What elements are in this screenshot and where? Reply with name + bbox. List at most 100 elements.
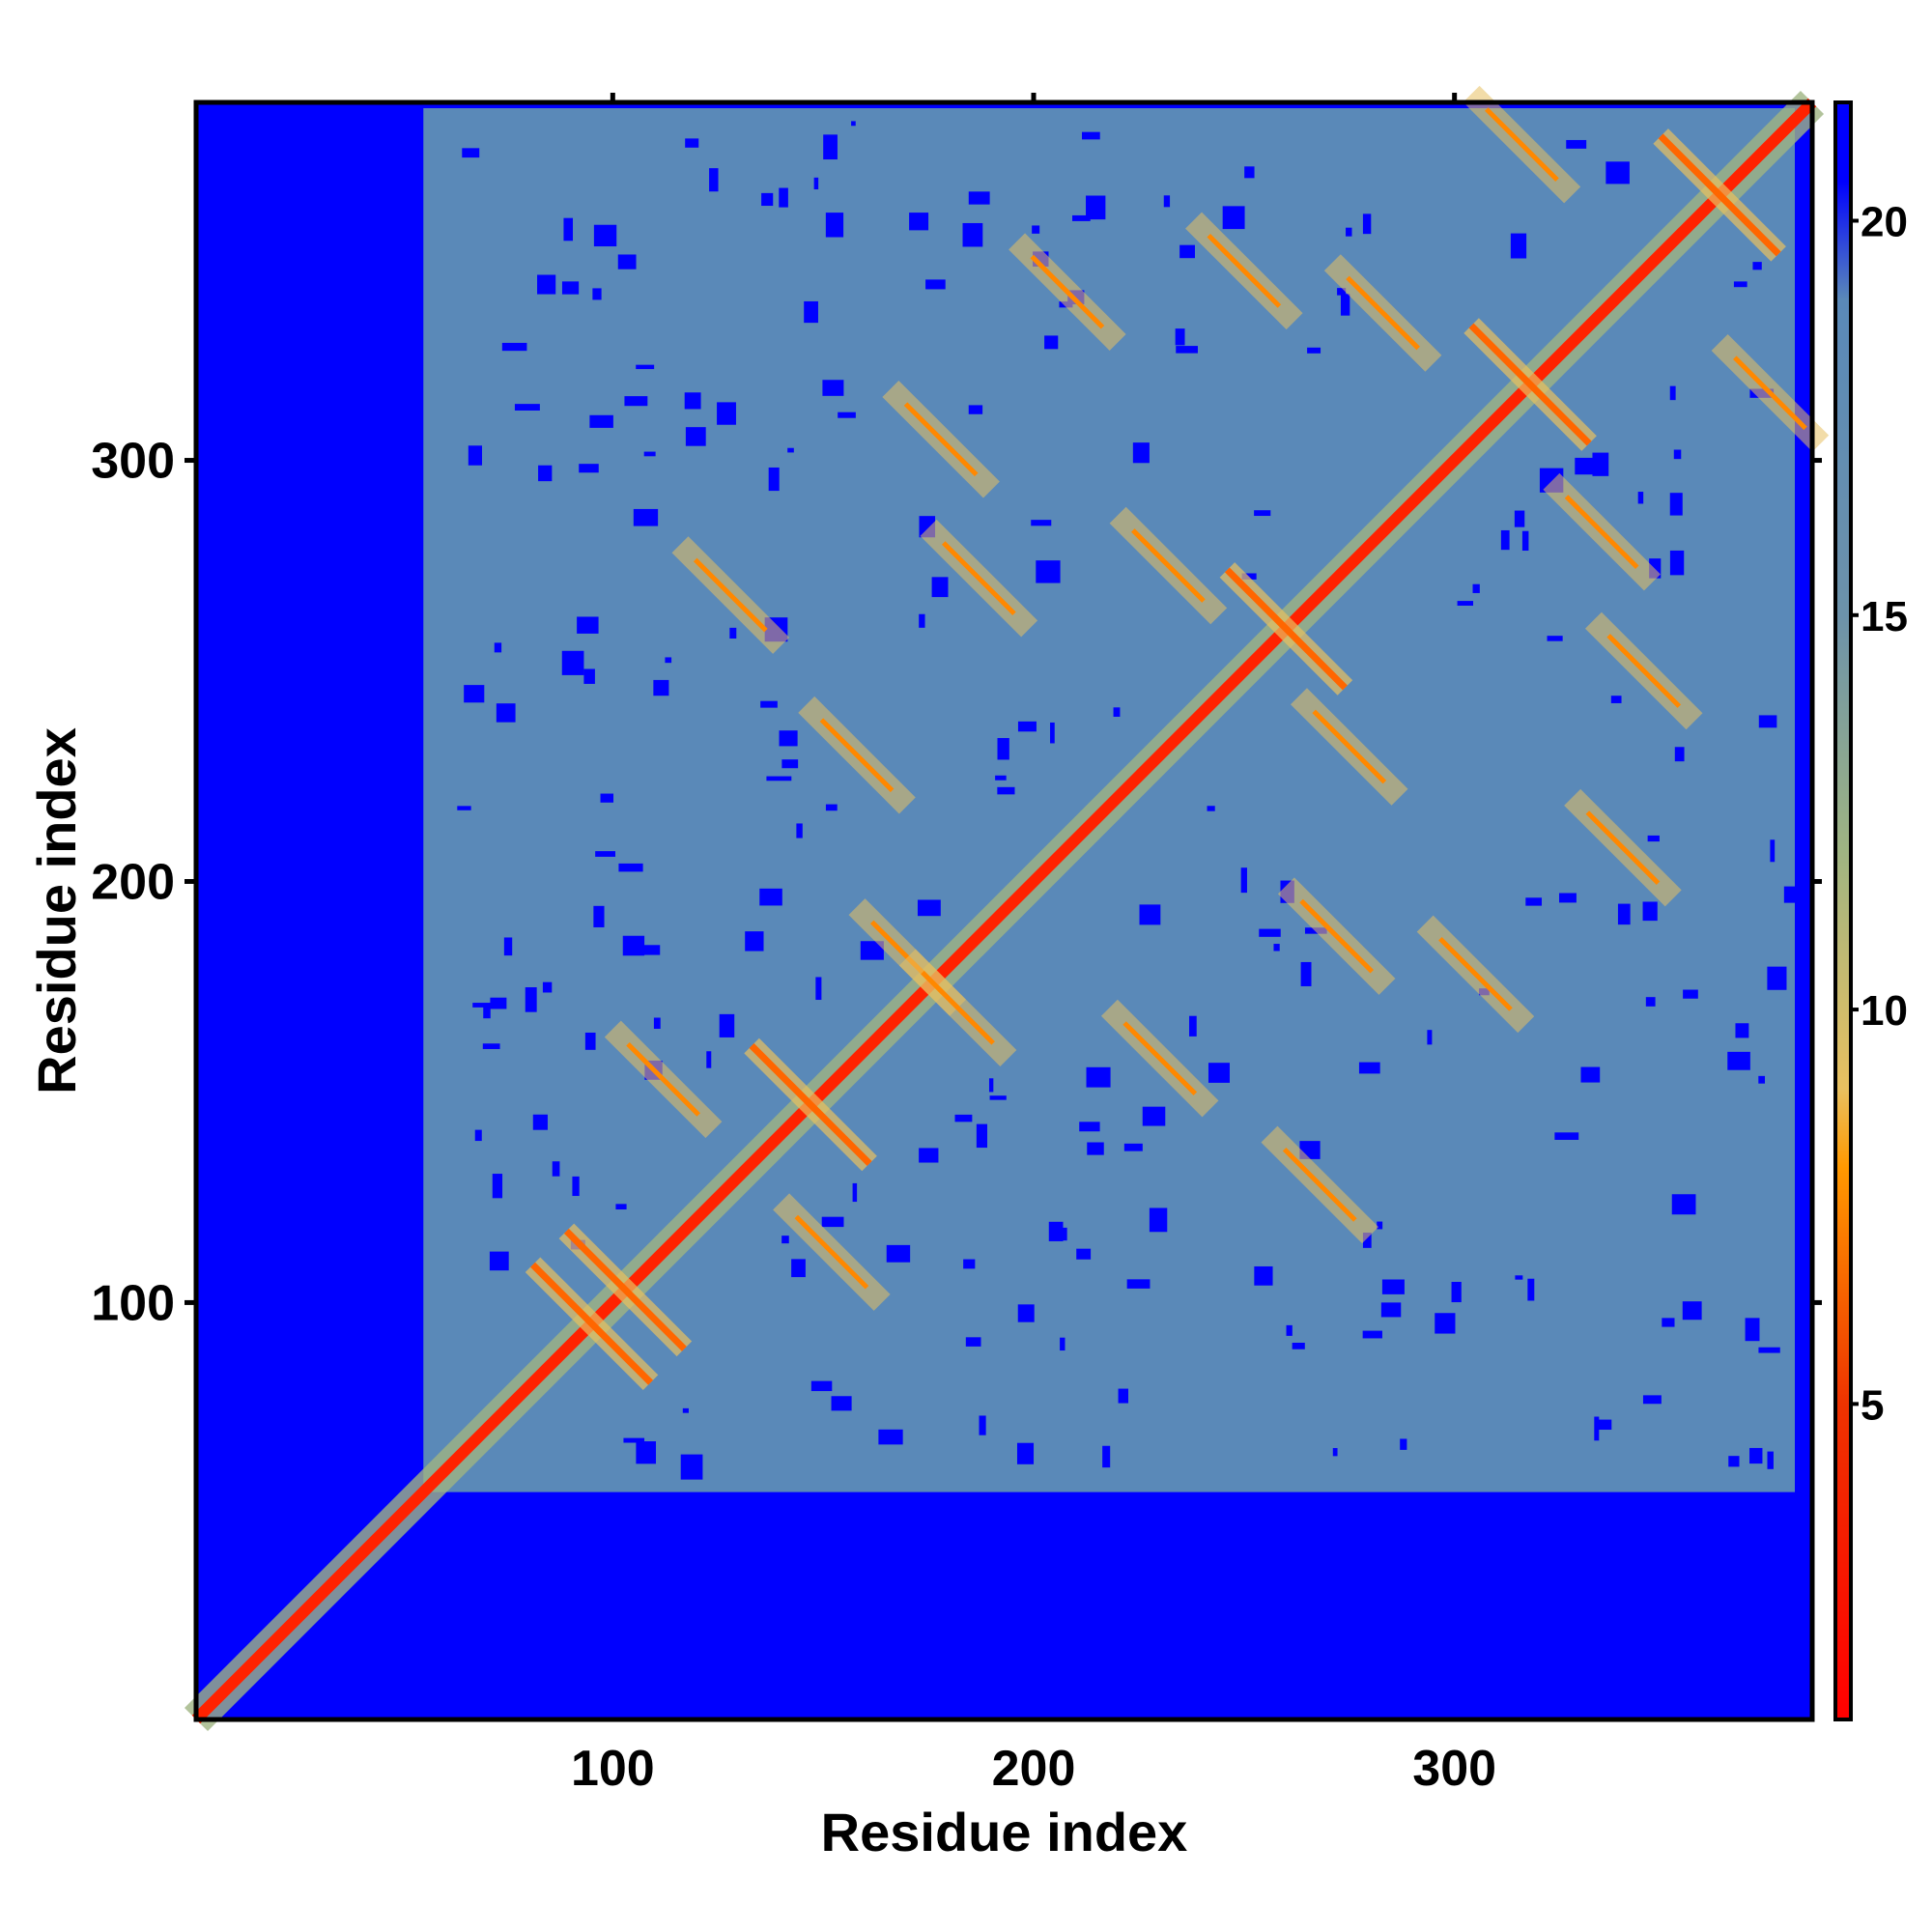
heatmap-cell: [1076, 1248, 1092, 1260]
heatmap-cell: [503, 937, 513, 956]
heatmap-cell: [919, 1148, 939, 1163]
y-axis-title: Residue index: [26, 727, 87, 1094]
colorbar-tick-label: 5: [1861, 1381, 1884, 1429]
heatmap-cell: [779, 187, 788, 208]
heatmap-cell: [709, 168, 719, 192]
heatmap-cell: [1617, 903, 1631, 925]
heatmap-cell: [1254, 1265, 1273, 1286]
contact-line: [1282, 1147, 1357, 1222]
heatmap-cell: [532, 1114, 548, 1130]
heatmap-cell: [1427, 1030, 1433, 1045]
heatmap-cell: [1032, 225, 1040, 234]
heatmap-cell: [1189, 1015, 1197, 1037]
colorbar-ticks: 5 10 15 20: [1851, 198, 1908, 1429]
heatmap-cell: [623, 1437, 645, 1443]
heatmap-cell: [525, 987, 537, 1012]
heatmap-cell: [1259, 928, 1281, 937]
y-tick-label: 300: [91, 434, 175, 490]
heatmap-cell: [1244, 166, 1255, 179]
heatmap-cell: [617, 254, 637, 270]
heatmap-cell: [787, 447, 794, 453]
heatmap-cell: [729, 627, 737, 639]
heatmap-cell: [1674, 747, 1685, 762]
heatmap-cell: [1435, 1313, 1456, 1334]
heatmap-cell: [719, 1013, 735, 1037]
heatmap-cell: [1017, 721, 1037, 732]
heatmap-cell: [1752, 262, 1762, 270]
heatmap-cell: [482, 1043, 500, 1049]
heatmap-cell: [1758, 1075, 1766, 1084]
heatmap-cell: [954, 1114, 973, 1122]
y-tick-label: 200: [91, 854, 175, 910]
contact-line: [1122, 1021, 1198, 1095]
heatmap-cell: [1610, 696, 1622, 703]
heatmap-cell: [1642, 901, 1658, 922]
heatmap-cell: [745, 931, 764, 952]
contact-line: [794, 1214, 869, 1290]
heatmap-cell: [1515, 1275, 1523, 1280]
heatmap-cell: [474, 1129, 482, 1142]
heatmap-cell: [825, 804, 838, 811]
heatmap-cell: [1566, 139, 1587, 149]
heatmap-cell: [653, 1017, 661, 1030]
heatmap-cell: [537, 274, 556, 295]
heatmap-cell: [1735, 1023, 1749, 1038]
heatmap-cell: [464, 685, 485, 703]
heatmap-cell: [1547, 636, 1563, 641]
heatmap-cell: [682, 1407, 689, 1413]
heatmap-cell: [1176, 346, 1198, 354]
heatmap-cell: [1060, 1337, 1065, 1351]
heatmap-cell: [989, 1095, 1007, 1100]
heatmap-cell: [514, 404, 540, 411]
contact-line: [1564, 495, 1639, 570]
heatmap-cell: [1254, 510, 1271, 517]
heatmap-cell: [1669, 550, 1685, 576]
colorbar-tick-label: 20: [1861, 198, 1908, 245]
heatmap-cell: [1082, 131, 1100, 140]
heatmap-cell: [1332, 1448, 1338, 1457]
heatmap-cell: [1400, 1438, 1407, 1450]
contact-line: [1224, 567, 1348, 691]
x-tick-label: 100: [571, 1741, 655, 1797]
heatmap-cell: [1381, 1279, 1405, 1294]
contact-line: [1299, 898, 1375, 974]
heatmap-cell: [1102, 1445, 1111, 1468]
heatmap-cell: [1580, 1066, 1601, 1083]
colorbar: 5 10 15 20: [1833, 100, 1908, 1721]
heatmap-cell: [1758, 715, 1777, 728]
heatmap-cell: [665, 657, 672, 664]
heatmap-cell: [1126, 1279, 1151, 1289]
heatmap-cell: [1673, 449, 1682, 460]
heatmap-cell: [489, 1251, 509, 1271]
heatmap-cell: [968, 405, 983, 414]
contact-line: [941, 541, 1016, 615]
heatmap-cell: [878, 1429, 903, 1445]
heatmap-cell: [813, 177, 819, 190]
heatmap-cell: [615, 1204, 627, 1210]
heatmap-cell: [1036, 560, 1061, 583]
heatmap-cell: [886, 1244, 911, 1263]
heatmap-cell: [1337, 288, 1347, 296]
heatmap-cell: [1559, 893, 1577, 903]
heatmap-cell: [1575, 457, 1594, 475]
heatmap-cell: [685, 138, 699, 148]
heatmap-cell: [472, 1003, 492, 1008]
heatmap-cell: [1669, 385, 1676, 401]
heatmap-cell: [1300, 961, 1312, 986]
contact-line: [903, 402, 979, 477]
contact-line: [1658, 133, 1781, 257]
heatmap-cell: [490, 997, 507, 1009]
heatmap-cell: [963, 1259, 976, 1269]
heatmap-cell: [965, 1337, 981, 1347]
heatmap-cell: [1525, 897, 1543, 906]
heatmap-cell: [680, 1454, 703, 1480]
heatmap-cell: [496, 703, 516, 723]
heatmap-cell: [1683, 989, 1698, 999]
plot-area: [184, 85, 1830, 1732]
heatmap-cell: [1733, 281, 1747, 288]
heatmap-cell: [492, 1174, 503, 1199]
heatmap-cell: [831, 1396, 852, 1411]
heatmap-cell: [622, 935, 645, 956]
heatmap-cell: [1596, 1419, 1612, 1431]
